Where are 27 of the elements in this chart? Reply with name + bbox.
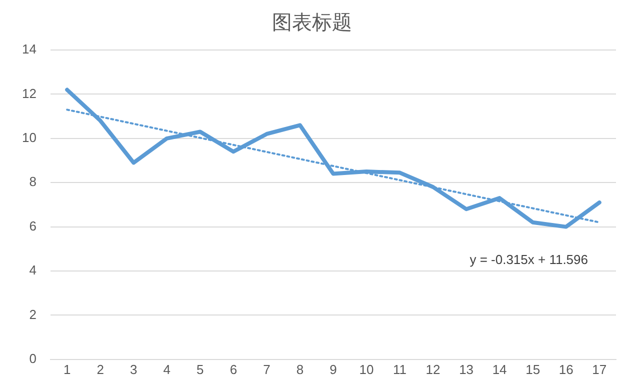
y-tick-label: 4 bbox=[29, 262, 36, 278]
x-tick-label: 5 bbox=[196, 362, 204, 377]
x-tick-label: 4 bbox=[163, 362, 171, 377]
x-tick-label: 10 bbox=[359, 362, 374, 377]
chart-title: 图表标题 bbox=[272, 10, 352, 34]
x-tick-label: 13 bbox=[459, 362, 474, 377]
y-tick-label: 6 bbox=[29, 218, 36, 234]
y-tick-label: 14 bbox=[22, 42, 36, 57]
annotation: y = -0.315x + 11.596 bbox=[470, 252, 588, 267]
y-tick-label: 12 bbox=[22, 86, 36, 101]
x-tick-label: 8 bbox=[296, 362, 304, 377]
y-tick-label: 8 bbox=[29, 174, 36, 190]
x-tick-label: 14 bbox=[492, 362, 507, 377]
x-tick-label: 1 bbox=[63, 362, 71, 377]
x-tick-label: 2 bbox=[96, 362, 104, 377]
x-tick-label: 3 bbox=[130, 362, 138, 377]
x-tick-label: 15 bbox=[526, 362, 540, 377]
y-tick-label: 0 bbox=[29, 350, 36, 366]
y-tick-label: 10 bbox=[22, 130, 36, 145]
x-tick-label: 6 bbox=[230, 362, 238, 377]
x-tick-label: 16 bbox=[558, 362, 574, 377]
x-tick-label: 11 bbox=[393, 362, 407, 377]
x-tick-label: 9 bbox=[330, 362, 337, 377]
y-tick-label: 2 bbox=[29, 306, 36, 322]
x-tick-label: 7 bbox=[263, 362, 270, 377]
x-tick-label: 17 bbox=[592, 362, 607, 377]
x-tick-label: 12 bbox=[426, 362, 440, 377]
